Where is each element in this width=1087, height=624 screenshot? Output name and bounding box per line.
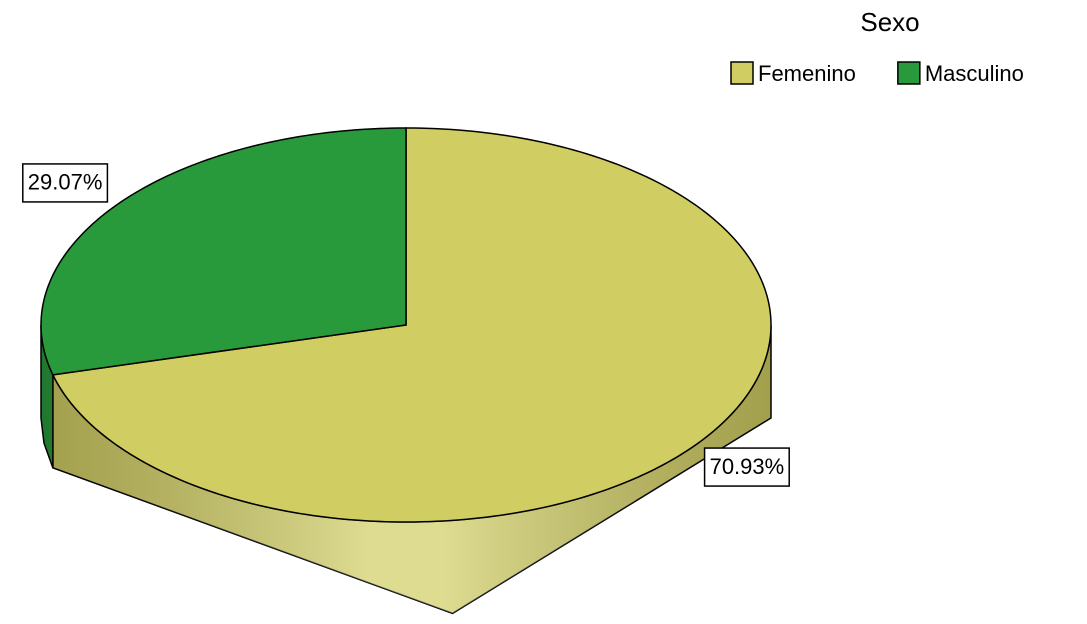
legend-label: Femenino [758, 61, 856, 86]
label-box [703, 447, 790, 487]
slice [51, 127, 772, 523]
legend-label: Masculino [925, 61, 1024, 86]
side-shade [52, 325, 772, 614]
value-label: 70.93% [710, 454, 785, 479]
legend-swatch [730, 61, 754, 85]
legend-title: Sexo [860, 7, 919, 37]
label-box [22, 163, 109, 203]
side-shade [41, 325, 53, 468]
legend-swatch [897, 61, 921, 85]
value-label: 29.07% [28, 170, 103, 195]
slice [40, 127, 407, 376]
